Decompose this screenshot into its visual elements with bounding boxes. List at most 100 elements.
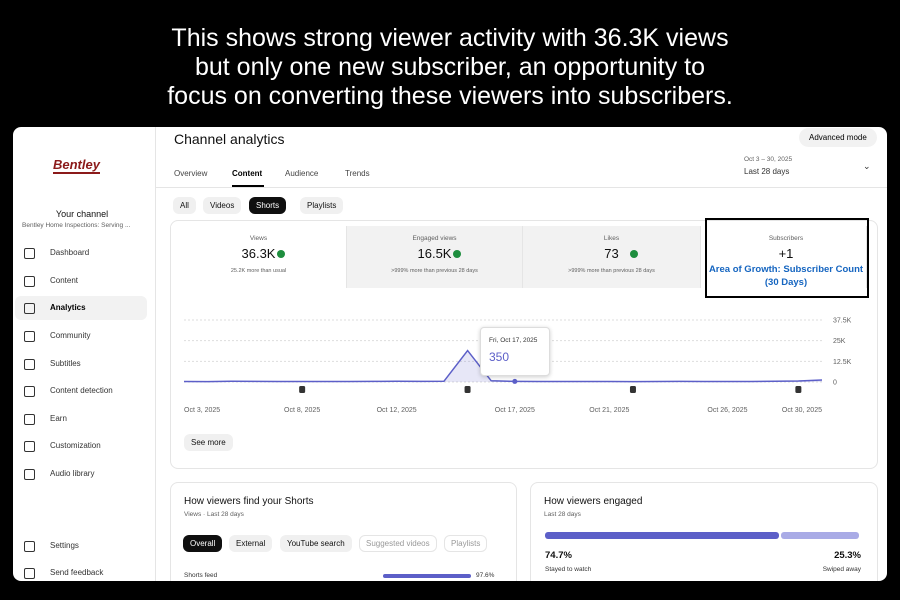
tab[interactable]: Trends	[345, 169, 370, 178]
y-tick-label: 25K	[833, 338, 846, 345]
views-line	[183, 349, 823, 383]
channel-label: Your channel	[55, 209, 109, 219]
nav-icon	[24, 248, 35, 259]
metric-label: Engaged views	[412, 235, 457, 242]
metric-note: 25.2K more than usual	[230, 268, 287, 274]
source-chip[interactable]: Playlists	[444, 535, 488, 552]
nav-item[interactable]: Subtitles	[50, 359, 81, 368]
x-tick-label: Oct 26, 2025	[707, 407, 747, 414]
see-more-button[interactable]: See more	[184, 434, 233, 451]
nav-item[interactable]: Community	[50, 331, 91, 340]
x-tick-label: Oct 30, 2025	[782, 407, 822, 414]
nav-icon	[24, 359, 35, 370]
trend-up-icon	[452, 250, 461, 258]
metric-card[interactable]	[523, 226, 701, 288]
nav-icon	[24, 386, 35, 397]
nav-item[interactable]: Customization	[50, 441, 101, 450]
metric-label: Views	[249, 235, 268, 242]
metric-value: 16.5K	[417, 246, 452, 261]
channel-name: Bentley Home Inspections: Serving ...	[22, 222, 131, 229]
channel-logo: Bentley	[53, 157, 100, 174]
date-range-label[interactable]: Last 28 days	[744, 167, 790, 176]
y-tick-label: 37.5K	[833, 318, 852, 325]
nav-icon	[24, 276, 35, 287]
views-chart: 0 12.5K 25K 37.5K Oct 3, 2025 Oct 8, 2025 Oct …	[183, 318, 852, 414]
shorts-icon	[464, 386, 471, 393]
filter-chip[interactable]: All	[173, 197, 196, 214]
source-label: Shorts feed	[184, 572, 218, 579]
source-chip[interactable]: Overall	[183, 535, 223, 552]
chart-card	[170, 220, 878, 469]
filter-chip[interactable]: Shorts	[249, 197, 287, 214]
nav-item[interactable]: Audio library	[50, 469, 95, 478]
x-tick-label: Oct 8, 2025	[284, 407, 320, 414]
metric-card[interactable]	[706, 226, 867, 288]
traffic-card	[170, 482, 517, 581]
source-bar	[383, 574, 471, 578]
metric-value: 36.3K	[241, 246, 276, 261]
engagement-label: Stayed to watch	[545, 566, 592, 573]
tab-divider	[155, 187, 887, 188]
nav-item[interactable]: Analytics	[50, 303, 86, 312]
nav-icon	[24, 469, 35, 480]
engagement-percent: 25.3%	[834, 550, 861, 561]
engagement-segment	[781, 532, 859, 539]
tooltip-date: Fri, Oct 17, 2025	[489, 337, 538, 344]
nav-icon	[24, 303, 35, 314]
x-tick-label: Oct 3, 2025	[184, 407, 220, 414]
trend-up-icon	[276, 250, 285, 258]
x-tick-label: Oct 21, 2025	[589, 407, 629, 414]
sidebar-divider	[155, 127, 156, 581]
shorts-icon	[795, 386, 802, 393]
card-subtitle: Views · Last 28 days	[184, 511, 244, 518]
metric-label: Subscribers	[768, 235, 804, 242]
tab[interactable]: Overview	[174, 169, 208, 178]
metric-card[interactable]	[171, 226, 347, 288]
filter-chip[interactable]: Videos	[203, 197, 242, 214]
tooltip-value: 350	[489, 350, 510, 364]
source-chip[interactable]: External	[229, 535, 273, 552]
card-title: How viewers find your Shorts	[184, 496, 314, 507]
date-range: Oct 3 – 30, 2025	[744, 156, 793, 163]
studio-window: Bentley Your channel Bentley Home Inspec…	[13, 127, 887, 581]
x-tick-label: Oct 17, 2025	[495, 407, 535, 414]
highlight-box	[705, 218, 869, 298]
tab-underline	[232, 185, 264, 187]
metric-note: >999% more than previous 28 days	[568, 268, 655, 274]
nav-item[interactable]: Dashboard	[50, 248, 90, 257]
engagement-label: Swiped away	[822, 566, 861, 573]
advanced-mode-button[interactable]: Advanced mode	[799, 128, 877, 147]
engaged-card	[530, 482, 878, 581]
caption-line: but only one new subscriber, an opportun…	[194, 53, 706, 81]
nav-item[interactable]: Earn	[50, 414, 67, 423]
tab[interactable]: Content	[232, 169, 263, 178]
nav-highlight	[15, 296, 147, 320]
tooltip	[480, 327, 550, 376]
shorts-icon	[299, 386, 306, 393]
source-chip[interactable]: Suggested videos	[359, 535, 437, 552]
metric-card[interactable]	[347, 226, 523, 288]
nav-icon	[24, 568, 35, 579]
source-chip[interactable]: YouTube search	[280, 535, 352, 552]
nav-item[interactable]: Send feedback	[50, 568, 104, 577]
nav-icon	[24, 414, 35, 425]
y-tick-label: 0	[833, 380, 837, 387]
caption-line: This shows strong viewer activity with 3…	[171, 24, 729, 52]
source-value: 97.6%	[476, 572, 495, 579]
nav-icon	[24, 331, 35, 342]
engagement-segment	[545, 532, 780, 539]
page-title: Channel analytics	[174, 131, 285, 147]
x-tick-label: Oct 12, 2025	[377, 407, 417, 414]
nav-item[interactable]: Settings	[50, 541, 79, 550]
growth-annotation: Area of Growth: Subscriber Count (30 Day…	[708, 264, 864, 288]
tab[interactable]: Audience	[285, 169, 319, 178]
filter-chip[interactable]: Playlists	[300, 197, 344, 214]
y-tick-label: 12.5K	[833, 359, 852, 366]
hover-point	[512, 378, 518, 384]
metric-value: 73	[604, 246, 619, 261]
nav-item[interactable]: Content	[50, 276, 79, 285]
dropdown-arrow[interactable]: ⌄	[863, 161, 871, 171]
nav-item[interactable]: Content detection	[50, 386, 113, 395]
trend-up-icon	[629, 250, 638, 258]
